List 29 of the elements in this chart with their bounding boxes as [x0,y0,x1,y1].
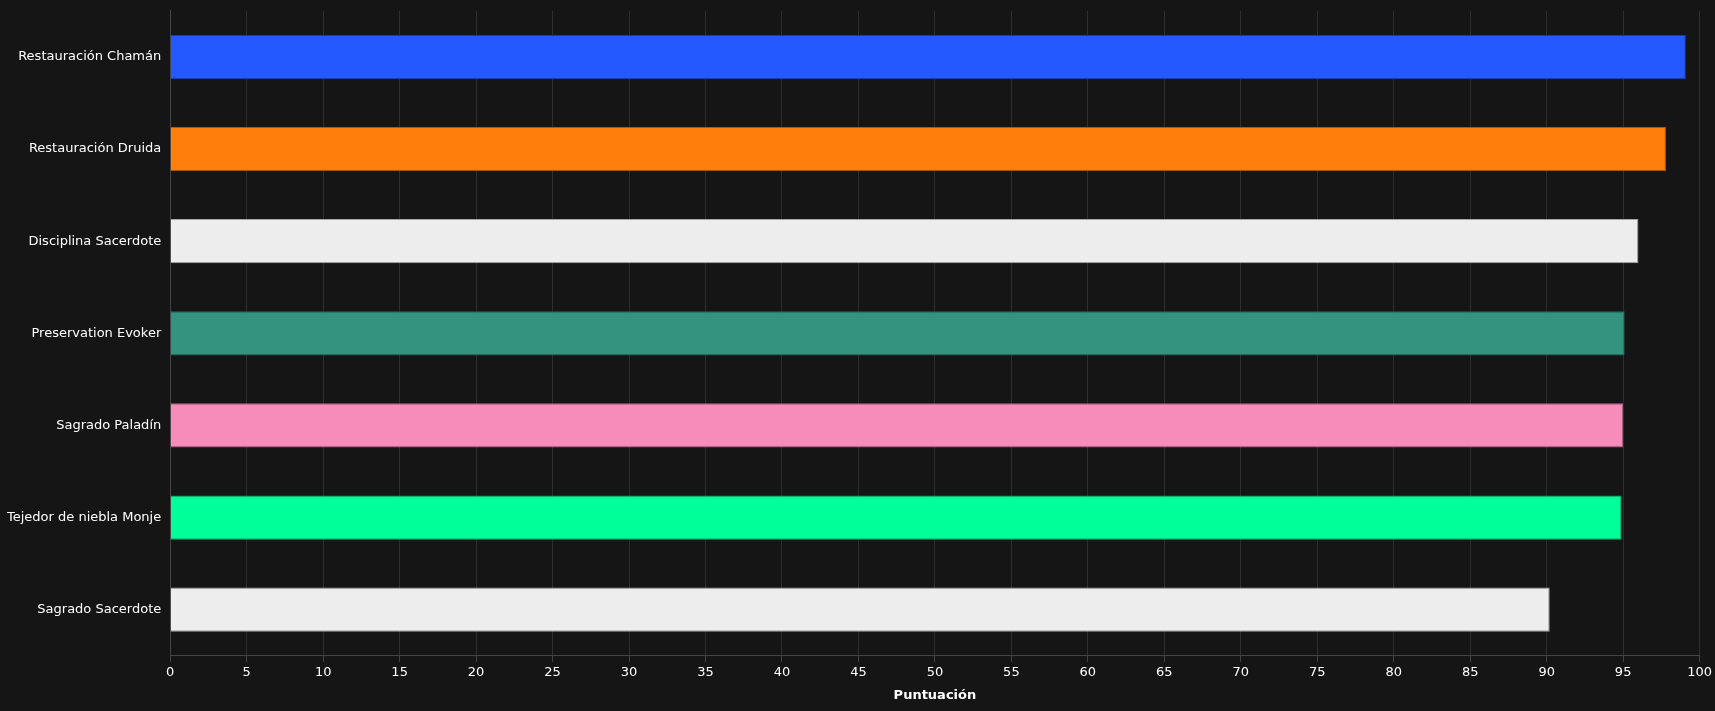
x-axis-title: Puntuación [893,686,977,702]
y-tick-label: Preservation Evoker [31,324,162,340]
x-tick-label: 40 [773,663,791,679]
y-tick-label: Restauración Chamán [18,48,162,64]
y-tick-label: Sagrado Sacerdote [37,601,162,617]
y-tick-label: Sagrado Paladín [56,416,162,432]
y-tick-label: Restauración Druida [28,140,162,156]
x-tick-label: 55 [1003,663,1020,679]
x-tick-label: 95 [1614,663,1632,679]
x-tick-label: 70 [1232,663,1250,679]
x-tick-label: 80 [1385,663,1402,679]
y-tick-label: Disciplina Sacerdote [28,232,162,248]
x-tick-label: 85 [1461,663,1479,679]
x-tick-label: 25 [544,663,561,679]
x-tick-label: 0 [166,663,175,679]
x-tick-label: 50 [926,663,944,679]
x-tick-label: 90 [1538,663,1555,679]
x-tick-label: 65 [1156,663,1173,679]
x-tick-label: 30 [620,663,638,679]
x-tick-label: 5 [242,663,251,679]
y-tick-label: Tejedor de niebla Monje [5,508,162,524]
x-tick-label: 15 [391,663,408,679]
x-tick-label: 20 [467,663,485,679]
x-tick-label: 35 [697,663,714,679]
x-tick-label: 10 [314,663,332,679]
x-tick-label: 100 [1687,663,1713,679]
x-tick-label: 60 [1079,663,1097,679]
x-tick-label: 45 [850,663,867,679]
x-tick-label: 75 [1308,663,1326,679]
